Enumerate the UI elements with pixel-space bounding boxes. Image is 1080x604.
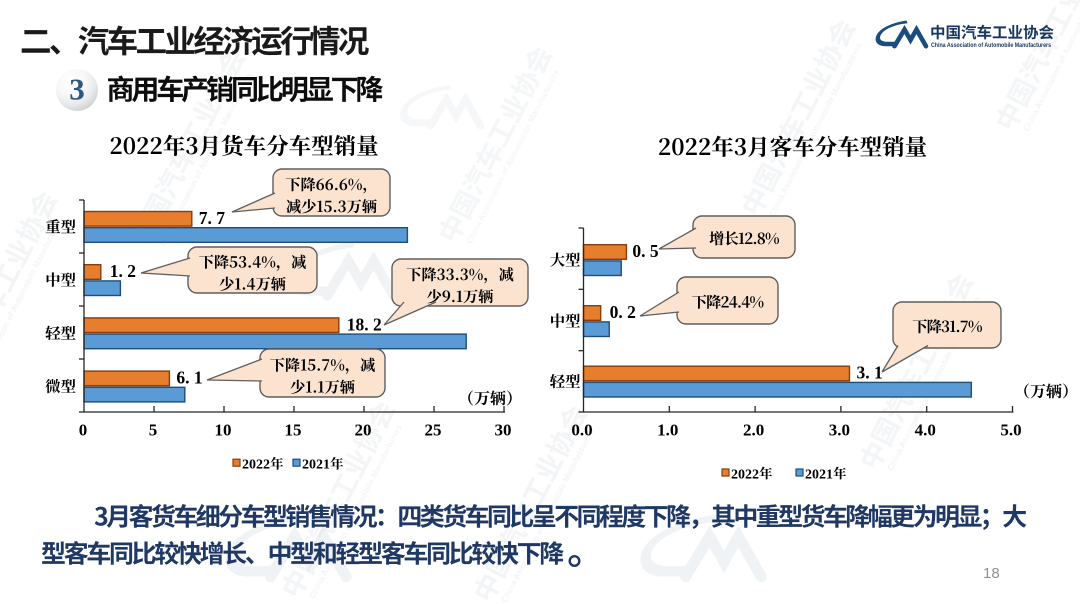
svg-text:0. 5: 0. 5 (632, 241, 659, 261)
svg-text:30: 30 (495, 421, 512, 440)
svg-text:7. 7: 7. 7 (199, 208, 226, 228)
svg-text:2021: 2021 (805, 467, 833, 482)
svg-text:2022: 2022 (242, 458, 270, 473)
svg-text:15: 15 (285, 421, 302, 440)
svg-text:2.0: 2.0 (743, 421, 764, 440)
svg-text:1. 2: 1. 2 (110, 261, 136, 281)
svg-text:China Association of Automobil: China Association of Automobile Manufact… (931, 42, 1051, 49)
svg-text:6. 1: 6. 1 (176, 368, 202, 388)
svg-text:0: 0 (79, 421, 88, 440)
svg-text:18. 2: 18. 2 (347, 314, 382, 334)
svg-text:4.0: 4.0 (915, 421, 936, 440)
svg-text:5.0: 5.0 (1000, 421, 1021, 440)
svg-text:0.0: 0.0 (571, 421, 592, 440)
svg-text:10: 10 (215, 421, 232, 440)
svg-text:2022: 2022 (731, 467, 759, 482)
svg-text:20: 20 (355, 421, 372, 440)
svg-text:18: 18 (983, 565, 1000, 582)
svg-text:3: 3 (69, 72, 85, 107)
svg-text:3.0: 3.0 (829, 421, 850, 440)
svg-text:3. 1: 3. 1 (856, 363, 882, 383)
svg-text:1.0: 1.0 (657, 421, 678, 440)
svg-text:5: 5 (149, 421, 158, 440)
svg-text:25: 25 (425, 421, 442, 440)
svg-text:2021: 2021 (302, 458, 330, 473)
svg-text:0. 2: 0. 2 (610, 302, 636, 322)
